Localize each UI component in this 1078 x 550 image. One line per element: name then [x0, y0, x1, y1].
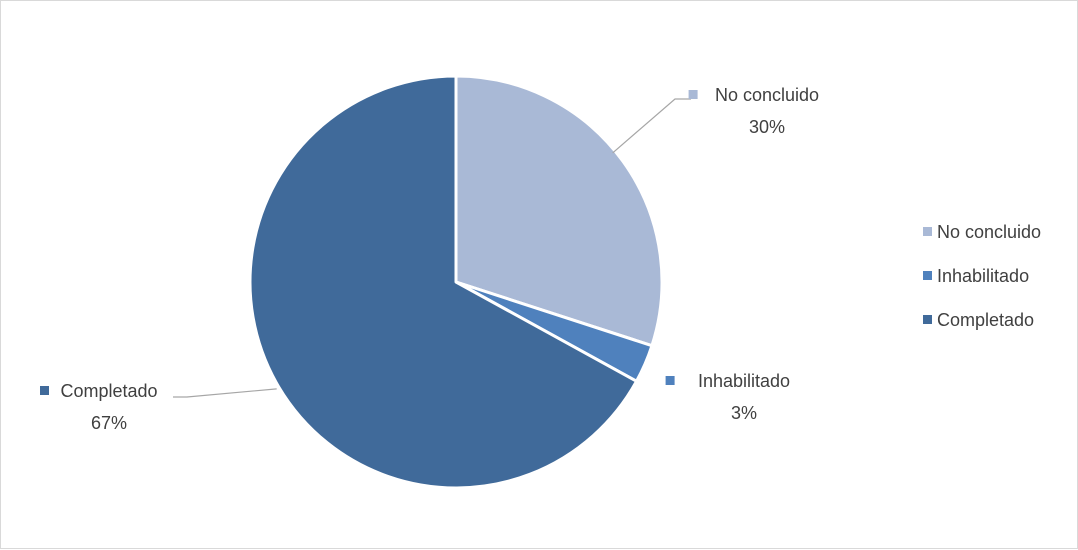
- data-labels: No concluido 30% Inhabilitado 3% Completado 6…: [40, 85, 819, 433]
- legend-entry-inhabilitado: Inhabilitado: [937, 266, 1029, 286]
- data-label-key-inhabilitado: [665, 376, 675, 385]
- leader-line-no-concluido: [612, 98, 691, 154]
- pie-slice-no-concluido: [454, 74, 664, 348]
- data-label-name-completado: Completado: [60, 381, 157, 401]
- data-label-key-no-concluido: [688, 90, 698, 99]
- legend-key-no-concluido: [923, 227, 932, 236]
- data-label-value-no-concluido: 30%: [749, 117, 785, 137]
- leader-lines: [173, 98, 691, 398]
- legend-entry-no-concluido: No concluido: [937, 222, 1041, 242]
- data-label-name-inhabilitado: Inhabilitado: [698, 371, 790, 391]
- leader-line-completado: [173, 388, 277, 398]
- data-label-value-inhabilitado: 3%: [731, 403, 757, 423]
- data-label-name-no-concluido: No concluido: [715, 85, 819, 105]
- legend-key-inhabilitado: [923, 271, 932, 280]
- legend-entry-completado: Completado: [937, 310, 1034, 330]
- data-label-value-completado: 67%: [91, 413, 127, 433]
- pie-slices: [248, 74, 664, 490]
- data-label-key-completado: [40, 386, 49, 395]
- legend-key-completado: [923, 315, 932, 324]
- legend: No concluido Inhabilitado Completado: [923, 222, 1041, 330]
- pie-slice-completado: [248, 74, 639, 490]
